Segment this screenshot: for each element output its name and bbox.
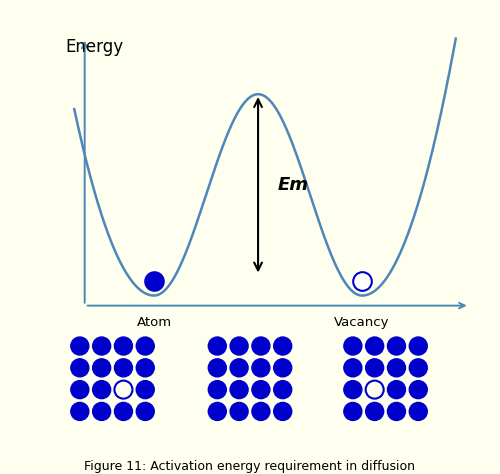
Circle shape <box>410 402 428 420</box>
Text: Em: Em <box>278 176 308 194</box>
Circle shape <box>136 402 154 420</box>
Circle shape <box>274 381 291 399</box>
Circle shape <box>410 337 428 355</box>
Circle shape <box>114 337 132 355</box>
Circle shape <box>366 337 384 355</box>
Circle shape <box>92 359 110 377</box>
Circle shape <box>208 337 226 355</box>
Text: Vacancy: Vacancy <box>334 316 390 328</box>
Circle shape <box>252 337 270 355</box>
Circle shape <box>92 381 110 399</box>
Circle shape <box>92 337 110 355</box>
Circle shape <box>410 359 428 377</box>
Circle shape <box>344 337 362 355</box>
Circle shape <box>344 359 362 377</box>
Circle shape <box>230 359 248 377</box>
Circle shape <box>274 337 291 355</box>
Circle shape <box>344 402 362 420</box>
Circle shape <box>208 381 226 399</box>
Text: Atom: Atom <box>136 316 172 328</box>
Circle shape <box>344 381 362 399</box>
Circle shape <box>136 359 154 377</box>
Circle shape <box>388 381 406 399</box>
Circle shape <box>71 359 89 377</box>
Circle shape <box>388 402 406 420</box>
Text: Energy: Energy <box>66 38 124 56</box>
Circle shape <box>208 402 226 420</box>
Circle shape <box>252 402 270 420</box>
Circle shape <box>274 402 291 420</box>
Circle shape <box>388 337 406 355</box>
Circle shape <box>410 381 428 399</box>
Circle shape <box>71 337 89 355</box>
Point <box>150 278 158 285</box>
Point <box>358 278 366 285</box>
Circle shape <box>114 402 132 420</box>
Circle shape <box>71 402 89 420</box>
Circle shape <box>71 381 89 399</box>
Circle shape <box>208 359 226 377</box>
Circle shape <box>136 381 154 399</box>
Circle shape <box>366 359 384 377</box>
Circle shape <box>230 402 248 420</box>
Circle shape <box>252 359 270 377</box>
Circle shape <box>230 337 248 355</box>
Circle shape <box>388 359 406 377</box>
Circle shape <box>136 337 154 355</box>
Circle shape <box>252 381 270 399</box>
Circle shape <box>366 402 384 420</box>
Text: Figure 11: Activation energy requirement in diffusion: Figure 11: Activation energy requirement… <box>84 460 415 473</box>
Circle shape <box>274 359 291 377</box>
Circle shape <box>114 359 132 377</box>
Circle shape <box>230 381 248 399</box>
Circle shape <box>92 402 110 420</box>
